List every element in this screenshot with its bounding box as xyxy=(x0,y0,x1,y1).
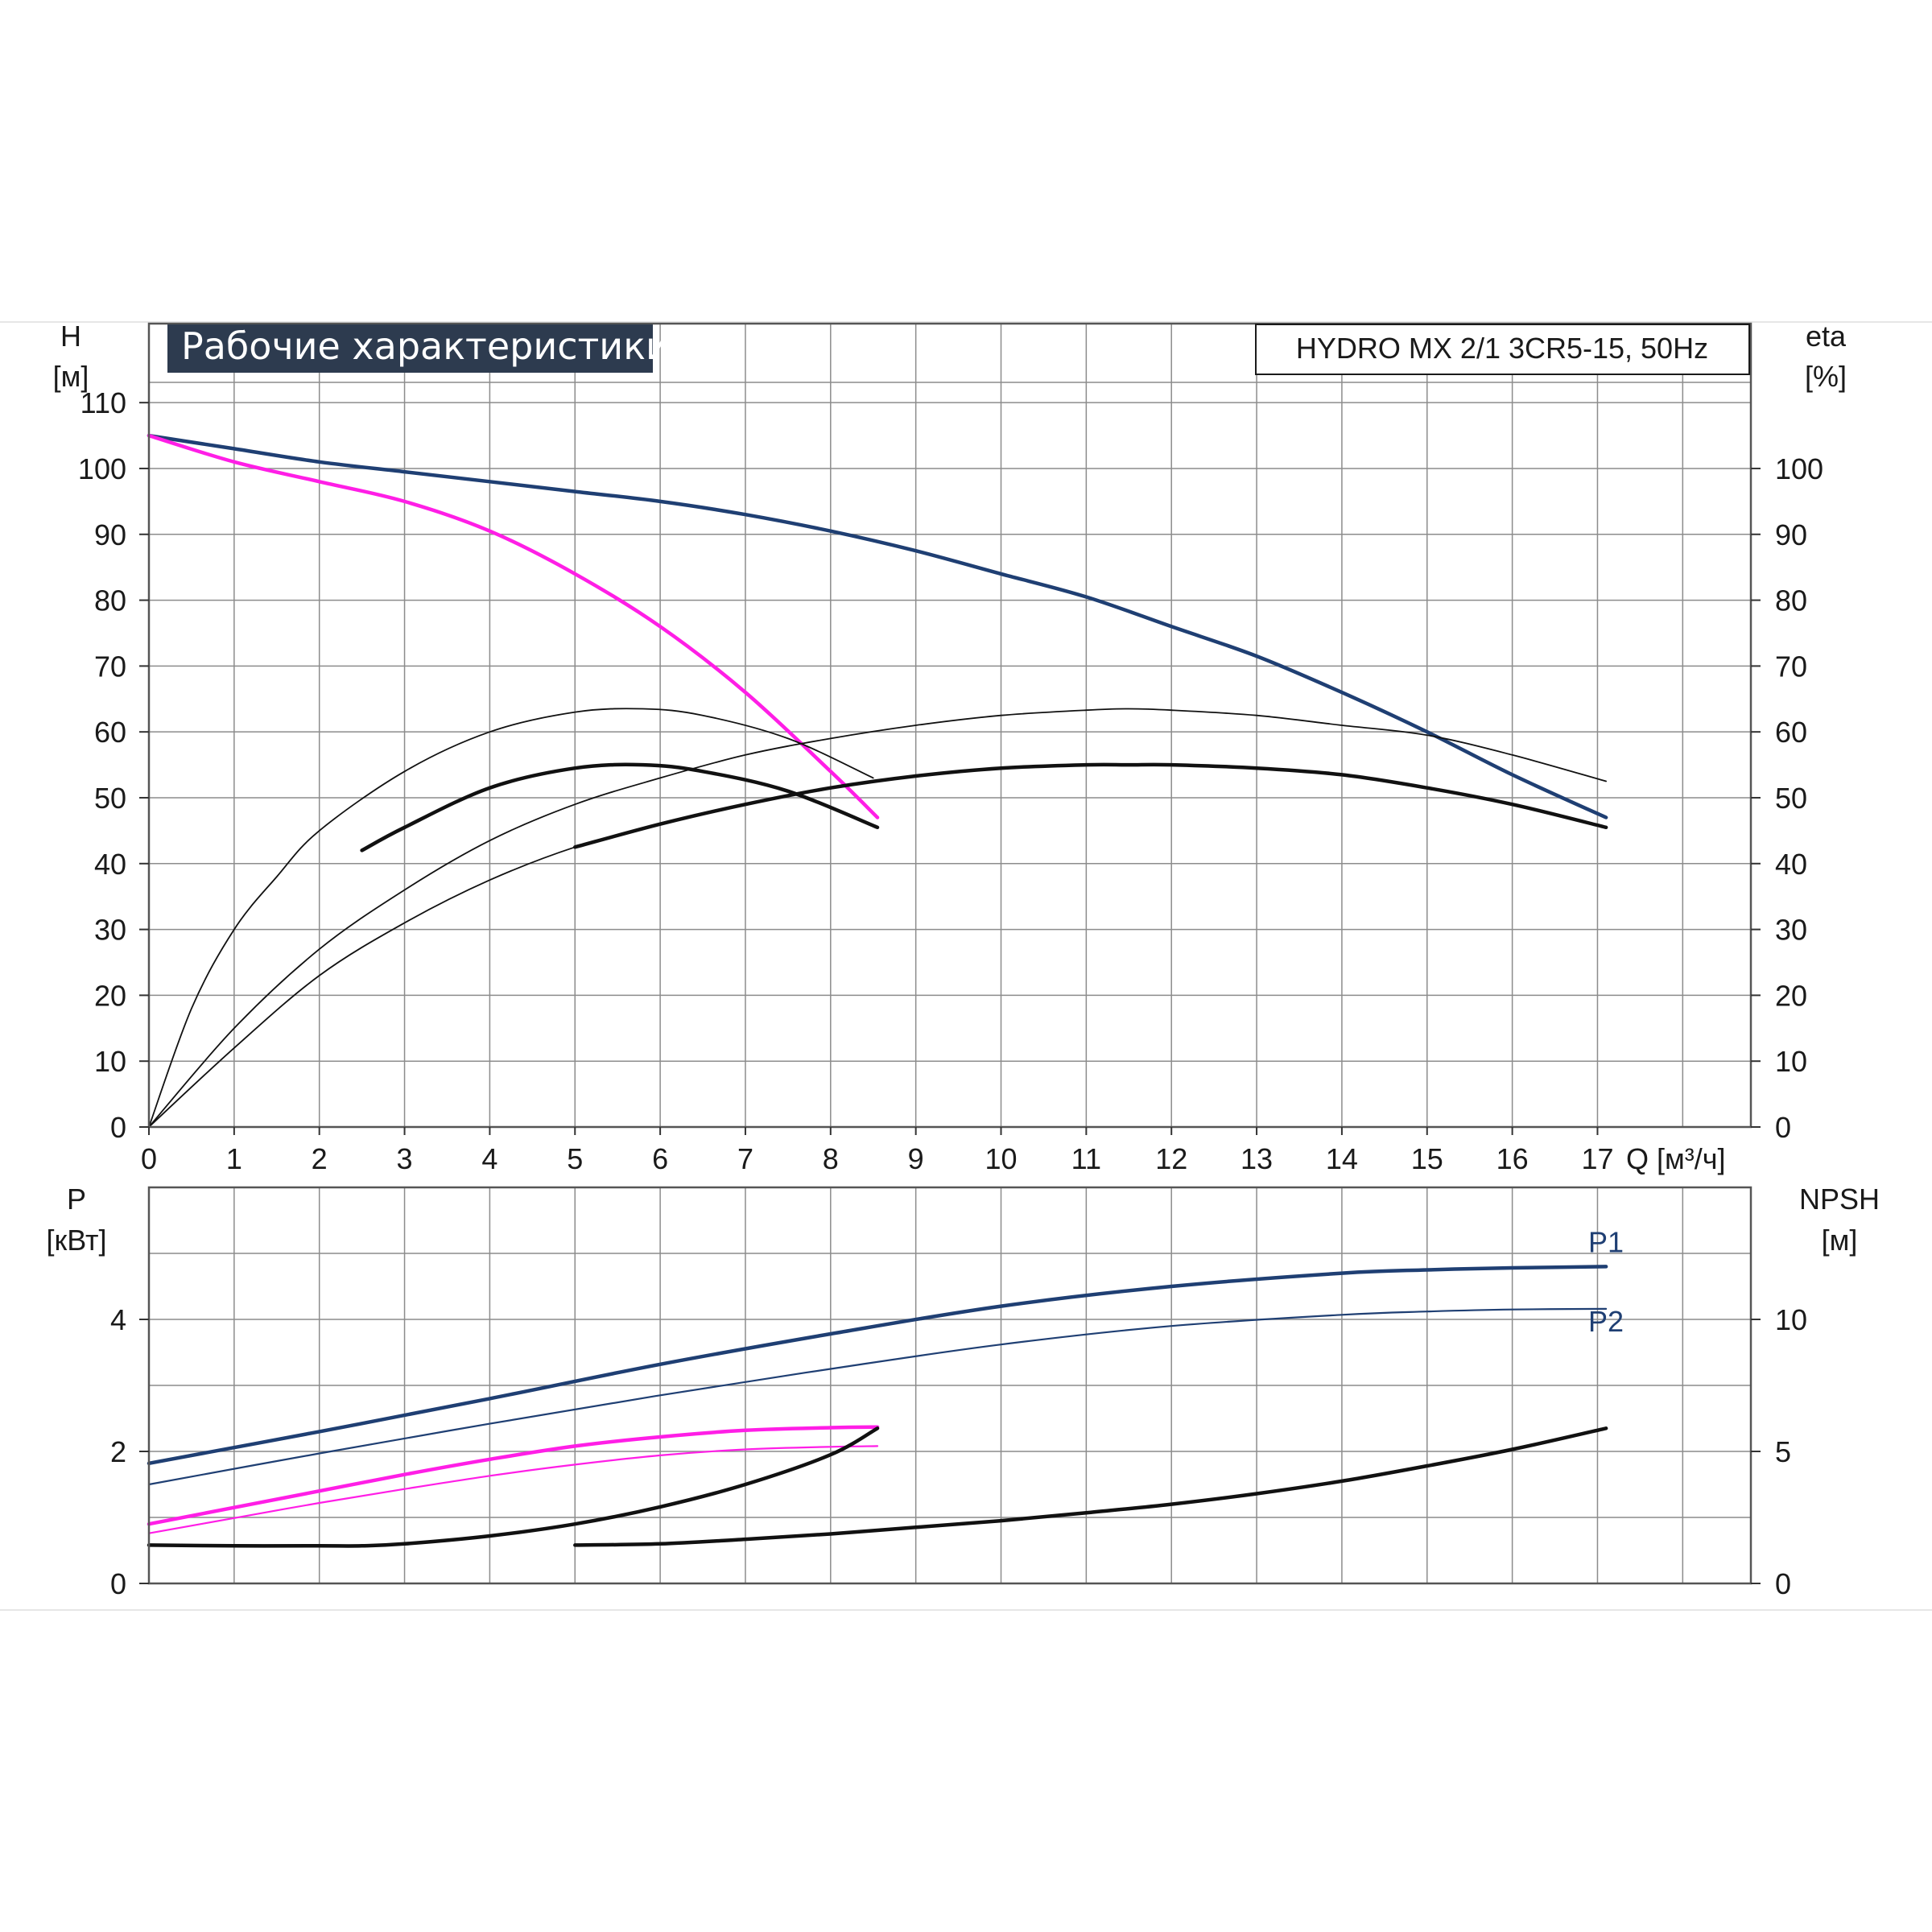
bottom-chart-grid xyxy=(149,1187,1751,1583)
series-label-p2: P2 xyxy=(1588,1305,1624,1338)
series-line-h_one xyxy=(147,433,880,819)
left-tick-label: 0 xyxy=(110,1567,126,1600)
left-tick-label: 20 xyxy=(94,979,126,1012)
chart-title: Рабочие характеристики xyxy=(181,324,670,368)
right-tick-label: 40 xyxy=(1775,848,1807,881)
eta-axis-unit: [%] xyxy=(1805,360,1847,393)
series-line-npsh_two xyxy=(573,1426,1608,1547)
x-tick-label: 3 xyxy=(397,1142,413,1175)
left-tick-label: 70 xyxy=(94,650,126,683)
left-tick-label: 110 xyxy=(80,386,126,419)
x-tick-label: 14 xyxy=(1326,1142,1358,1175)
npsh-axis-title: NPSH xyxy=(1799,1183,1880,1216)
right-tick-label: 0 xyxy=(1775,1111,1791,1144)
eta-axis-title: eta xyxy=(1806,320,1847,353)
top-chart-axes: 0102030405060708090100110010203040506070… xyxy=(78,322,1823,1175)
left-tick-label: 60 xyxy=(94,716,126,749)
left-tick-label: 10 xyxy=(94,1045,126,1078)
x-tick-label: 1 xyxy=(226,1142,242,1175)
left-tick-label: 40 xyxy=(94,848,126,881)
p-axis-title: P xyxy=(67,1183,86,1216)
left-tick-label: 4 xyxy=(110,1303,126,1336)
left-tick-label: 30 xyxy=(94,914,126,947)
series-line-eta_one_thick xyxy=(360,762,880,852)
right-tick-label: 5 xyxy=(1775,1435,1791,1468)
x-tick-label: 5 xyxy=(567,1142,583,1175)
series-line-npsh_one xyxy=(147,1426,880,1548)
right-tick-label: 70 xyxy=(1775,650,1807,683)
series-line-p2_one xyxy=(147,1445,879,1534)
top-chart-grid xyxy=(149,324,1751,1127)
x-tick-label: 0 xyxy=(141,1142,157,1175)
right-tick-label: 100 xyxy=(1775,452,1823,485)
right-tick-label: 80 xyxy=(1775,584,1807,617)
left-tick-label: 100 xyxy=(78,452,126,485)
bottom-chart-axes: 0 2 4 0 5 10 P1 P2 xyxy=(110,1186,1807,1600)
series-line-eta_two_thick xyxy=(573,762,1608,849)
left-tick-label: 2 xyxy=(110,1435,126,1468)
series-line-eta_two_thin xyxy=(148,708,1607,1128)
left-tick-label: 90 xyxy=(94,518,126,551)
right-tick-label: 20 xyxy=(1775,979,1807,1012)
npsh-axis-unit: [м] xyxy=(1822,1224,1858,1257)
x-tick-label: 8 xyxy=(823,1142,839,1175)
x-tick-label: 7 xyxy=(737,1142,753,1175)
right-tick-label: 60 xyxy=(1775,716,1807,749)
q-axis-title: Q [м³/ч] xyxy=(1626,1142,1726,1175)
series-label-p1: P1 xyxy=(1588,1225,1624,1258)
series-line-h_two xyxy=(147,433,1608,819)
h-axis-unit: [м] xyxy=(53,360,89,393)
right-tick-label: 90 xyxy=(1775,518,1807,551)
top-chart-series xyxy=(147,433,1608,1128)
bottom-chart-series xyxy=(147,1265,1608,1548)
series-line-p2_two xyxy=(147,1307,1608,1486)
right-tick-label: 30 xyxy=(1775,914,1807,947)
p-axis-unit: [кВт] xyxy=(46,1224,106,1257)
title-box xyxy=(167,324,653,373)
x-tick-label: 4 xyxy=(481,1142,497,1175)
model-label: HYDRO MX 2/1 3CR5-15, 50Hz xyxy=(1296,332,1708,365)
right-tick-label: 50 xyxy=(1775,782,1807,815)
x-tick-label: 15 xyxy=(1411,1142,1443,1175)
plot-frame xyxy=(147,1186,1752,1585)
model-box xyxy=(1255,324,1750,375)
x-tick-label: 9 xyxy=(908,1142,924,1175)
x-tick-label: 12 xyxy=(1155,1142,1187,1175)
series-line-eta_one_thin xyxy=(148,708,874,1128)
right-tick-label: 10 xyxy=(1775,1045,1807,1078)
right-tick-label: 0 xyxy=(1775,1567,1791,1600)
x-tick-label: 16 xyxy=(1496,1142,1529,1175)
x-tick-label: 17 xyxy=(1581,1142,1613,1175)
h-axis-title: H xyxy=(60,320,81,353)
left-tick-label: 0 xyxy=(110,1111,126,1144)
x-tick-label: 10 xyxy=(985,1142,1017,1175)
series-line-p1_two xyxy=(147,1265,1608,1466)
x-tick-label: 13 xyxy=(1241,1142,1273,1175)
right-tick-label: 10 xyxy=(1775,1303,1807,1336)
x-tick-label: 11 xyxy=(1071,1142,1101,1175)
left-tick-label: 50 xyxy=(94,782,126,815)
x-tick-label: 6 xyxy=(652,1142,668,1175)
x-tick-label: 2 xyxy=(312,1142,328,1175)
series-line-p1_one xyxy=(147,1425,880,1526)
left-tick-label: 80 xyxy=(94,584,126,617)
plot-frame xyxy=(147,322,1752,1129)
